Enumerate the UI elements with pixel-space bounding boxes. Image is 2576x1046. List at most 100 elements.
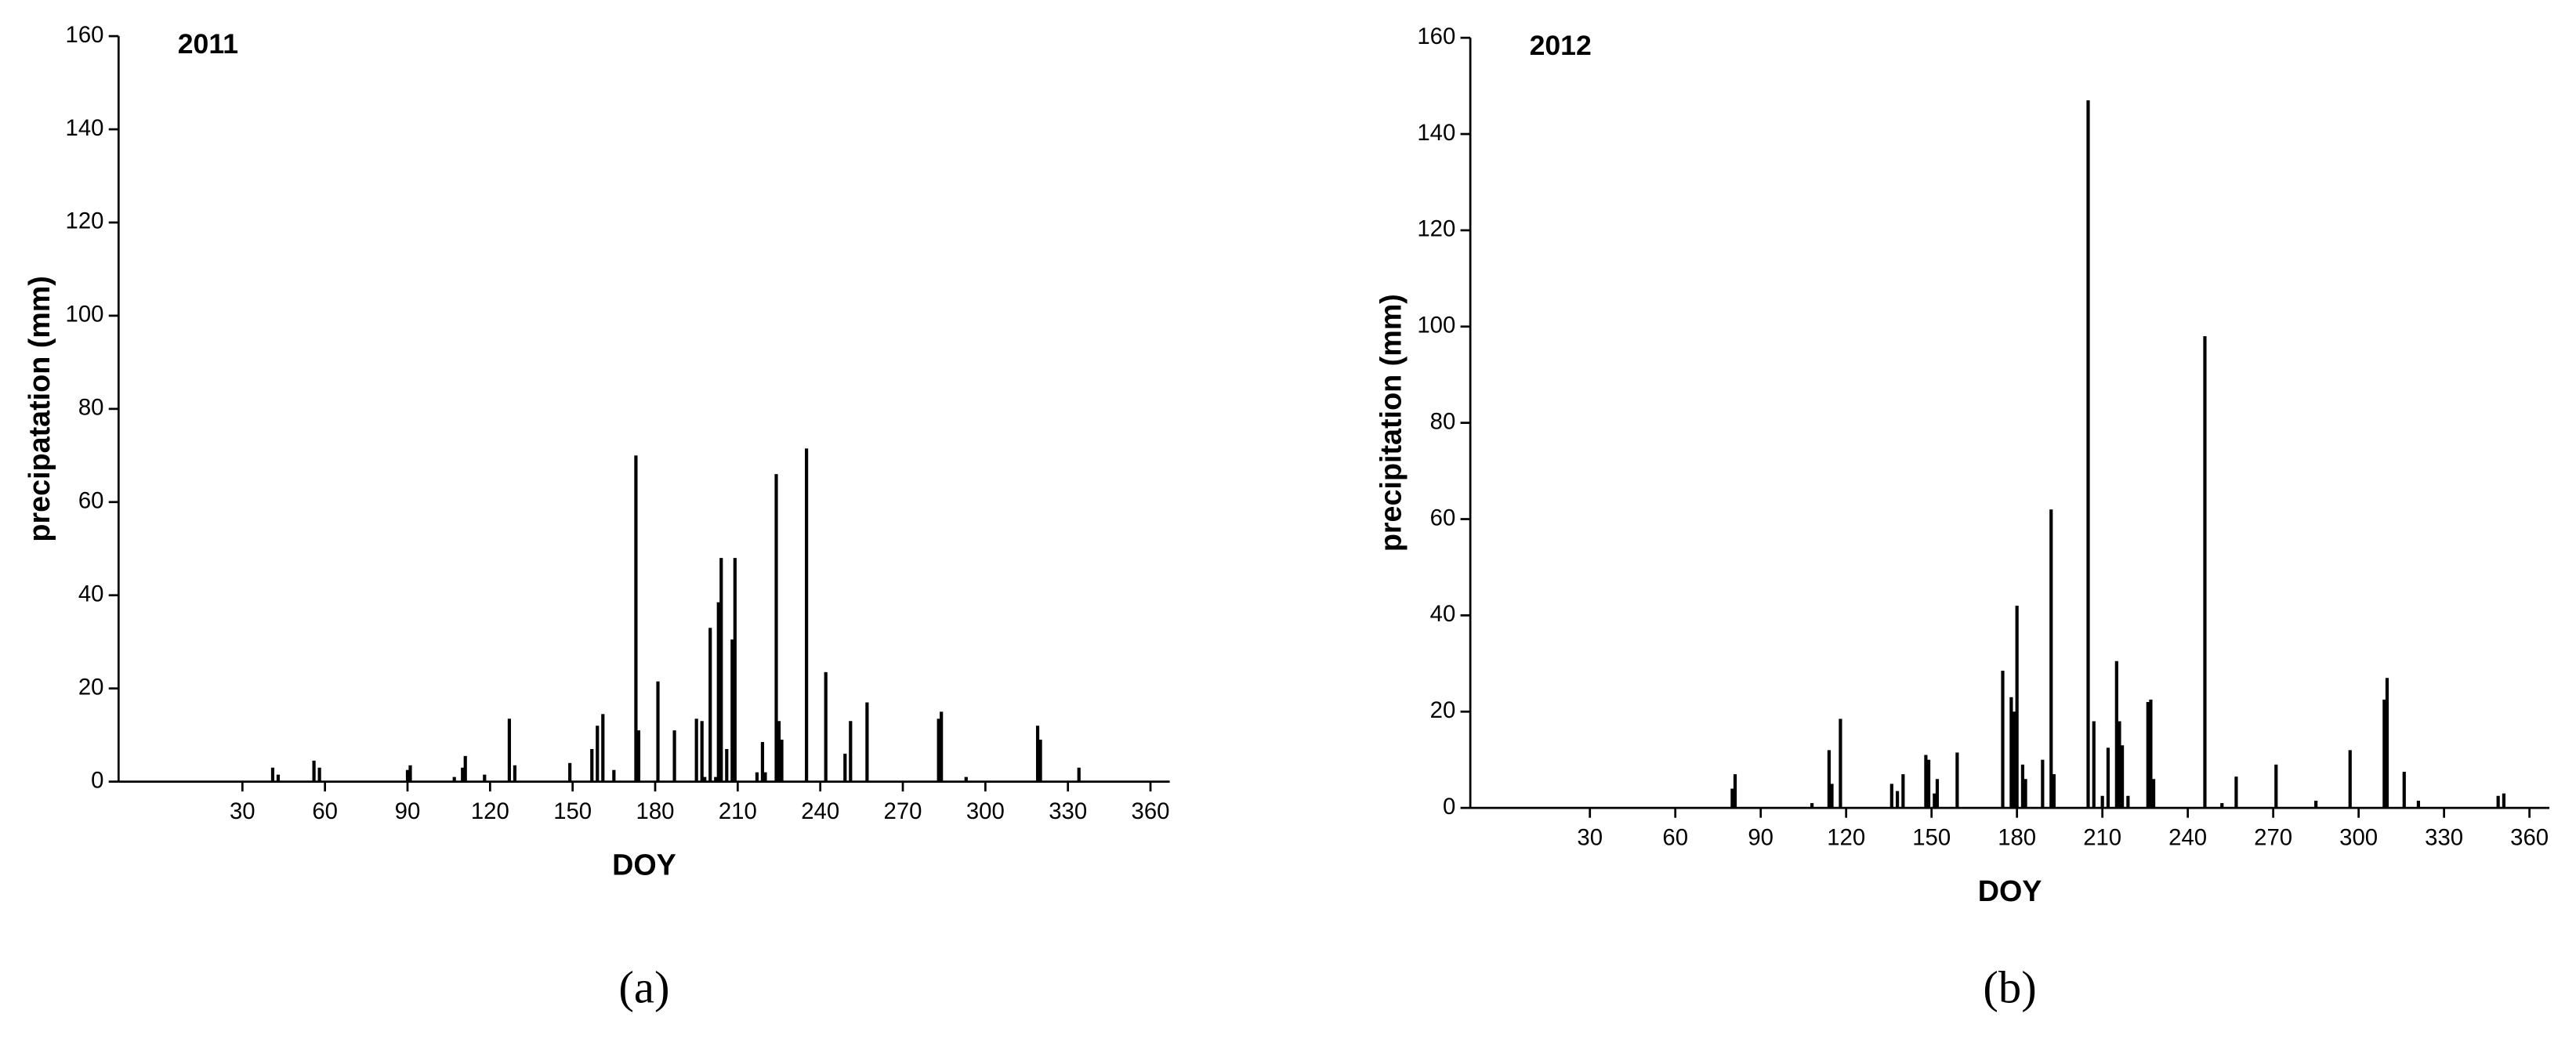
x-tick-label: 300 <box>2339 825 2378 851</box>
bar <box>596 726 600 782</box>
bar <box>452 776 456 782</box>
x-tick-label: 120 <box>1827 825 1865 851</box>
y-tick-label: 140 <box>1417 120 1455 146</box>
bar <box>2274 764 2278 809</box>
x-tick-label: 330 <box>1049 798 1087 824</box>
bar <box>2106 747 2110 809</box>
bar <box>824 671 828 782</box>
bar <box>2020 764 2025 809</box>
bar <box>1933 793 1937 809</box>
x-tick-label: 90 <box>395 798 421 824</box>
bar <box>777 721 781 782</box>
bar <box>463 755 467 782</box>
bar <box>2049 509 2053 809</box>
y-tick-label: 100 <box>1417 313 1455 338</box>
bar <box>1827 750 1831 809</box>
y-tick-label: 120 <box>1417 216 1455 242</box>
bar <box>276 774 281 782</box>
x-tick-label: 90 <box>1748 825 1773 851</box>
bar <box>1830 784 1834 809</box>
y-tick-label: 160 <box>66 22 104 48</box>
y-tick-label: 0 <box>1443 794 1455 820</box>
x-tick-label: 270 <box>884 798 922 824</box>
bar <box>1955 752 1959 809</box>
bar <box>2041 759 2045 809</box>
y-tick-label: 160 <box>1417 24 1455 49</box>
bar <box>2382 699 2386 809</box>
x-tick-label: 150 <box>553 798 592 824</box>
bar <box>2023 779 2027 809</box>
bar <box>755 772 759 782</box>
bar <box>2496 795 2500 809</box>
chart-title: 2011 <box>178 28 238 60</box>
bar <box>1924 755 1928 809</box>
x-axis-label: DOY <box>1978 874 2042 907</box>
bar <box>656 681 660 782</box>
bar <box>601 714 605 782</box>
bar <box>507 718 512 782</box>
y-tick-label: 40 <box>78 581 104 606</box>
bar <box>1077 767 1081 782</box>
x-tick-label: 330 <box>2425 825 2463 851</box>
y-tick-label: 60 <box>1430 505 1456 530</box>
caption: (a) <box>618 961 669 1012</box>
bar <box>730 639 734 782</box>
x-tick-label: 180 <box>1998 825 2036 851</box>
bar <box>568 762 572 782</box>
x-tick-label: 150 <box>1912 825 1951 851</box>
bar <box>2146 701 2150 809</box>
bar <box>964 776 968 782</box>
bar <box>1035 726 1040 782</box>
bar <box>317 767 321 782</box>
bar <box>1926 759 1931 809</box>
bar <box>2114 661 2118 809</box>
y-tick-label: 120 <box>66 208 104 234</box>
bar <box>849 721 853 782</box>
bar <box>843 753 847 782</box>
bar <box>1810 802 1814 809</box>
x-tick-label: 120 <box>471 798 509 824</box>
y-tick-label: 80 <box>78 395 104 421</box>
bar <box>2118 721 2121 809</box>
bar <box>590 748 594 782</box>
y-tick-label: 60 <box>78 488 104 514</box>
bar <box>719 558 723 782</box>
bar <box>1730 788 1734 809</box>
x-tick-label: 60 <box>1662 825 1688 851</box>
bar <box>513 765 517 782</box>
x-tick-label: 210 <box>2083 825 2121 851</box>
bar <box>805 448 809 782</box>
bar <box>2120 745 2125 809</box>
bar <box>733 558 737 782</box>
bar <box>2402 772 2406 809</box>
bar <box>2149 699 2153 809</box>
bar <box>708 628 712 782</box>
bar <box>2126 795 2130 809</box>
caption: (b) <box>1983 961 2036 1012</box>
bar <box>672 730 676 782</box>
bar <box>725 748 729 782</box>
y-tick-label: 80 <box>1430 408 1456 434</box>
y-axis-label: precipitation (mm) <box>1375 294 1408 552</box>
bar <box>763 772 767 782</box>
x-tick-label: 30 <box>230 798 255 824</box>
bar <box>2416 800 2421 809</box>
bar <box>461 767 465 782</box>
bar <box>774 474 778 782</box>
y-tick-label: 40 <box>1430 601 1456 627</box>
x-tick-label: 300 <box>966 798 1005 824</box>
y-tick-label: 20 <box>78 674 104 700</box>
x-axis-label: DOY <box>612 849 676 881</box>
bar <box>2234 776 2238 809</box>
bar <box>2001 671 2005 809</box>
chart-title: 2012 <box>1530 30 1592 61</box>
bar <box>634 455 638 782</box>
bar <box>940 711 944 782</box>
bar <box>2052 774 2056 809</box>
x-tick-label: 180 <box>636 798 675 824</box>
x-tick-label: 60 <box>312 798 338 824</box>
bar <box>2385 678 2389 809</box>
bar <box>714 776 718 782</box>
